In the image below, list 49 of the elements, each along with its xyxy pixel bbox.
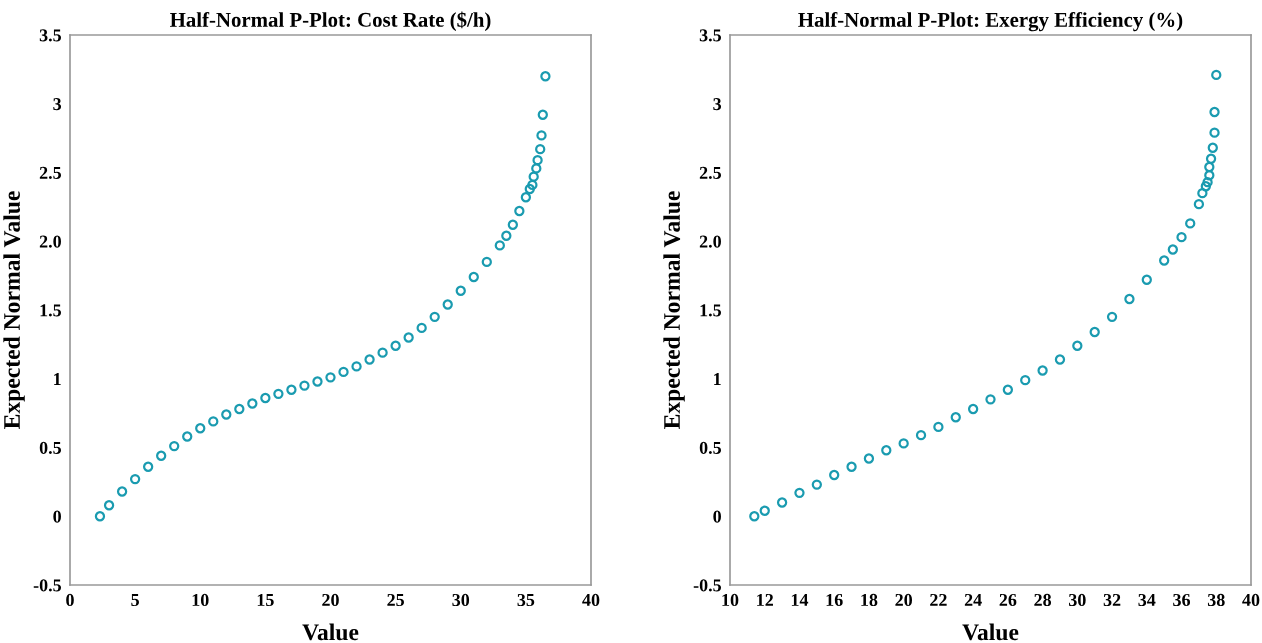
- x-tick-label: 30: [452, 593, 470, 607]
- y-tick-label: 2.5: [699, 166, 722, 180]
- y-tick-label: 0.5: [699, 441, 722, 455]
- x-tick-label: 34: [1138, 593, 1156, 607]
- x-tick-label: 20: [322, 593, 339, 607]
- y-tick-label: 3: [713, 98, 722, 111]
- x-tick-label: 18: [861, 593, 878, 607]
- x-tick-label: 26: [999, 593, 1017, 607]
- y-tick-label: 0: [713, 510, 721, 523]
- y-tick-label: 2.0: [39, 235, 61, 248]
- x-tick-label: 40: [582, 593, 600, 607]
- x-tick-label: 25: [387, 593, 404, 607]
- chart-title: Half-Normal P-Plot: Exergy Efficiency (%): [798, 12, 1183, 32]
- x-tick-label: 32: [1103, 593, 1121, 607]
- x-tick-label: 40: [1242, 593, 1260, 607]
- y-tick-label: 0: [53, 510, 61, 523]
- y-tick-label: 1: [54, 373, 61, 386]
- y-tick-label: 3.5: [39, 29, 62, 42]
- y-tick-label: 0.5: [39, 441, 62, 455]
- y-tick-label: 1.5: [700, 304, 722, 317]
- y-axis-title: Expected Normal Value: [663, 191, 685, 429]
- x-tick-label: 15: [257, 593, 274, 607]
- x-axis-title: Value: [302, 623, 359, 641]
- x-tick-label: 22: [930, 593, 947, 606]
- x-tick-label: 35: [517, 593, 535, 607]
- x-tick-label: 5: [131, 594, 139, 607]
- x-tick-label: 28: [1034, 593, 1052, 607]
- y-tick-label: 1: [714, 373, 721, 386]
- x-tick-label: 16: [826, 593, 843, 607]
- x-tick-label: 38: [1207, 593, 1225, 607]
- y-tick-label: 2.5: [39, 166, 62, 180]
- chart-title: Half-Normal P-Plot: Cost Rate ($/h): [170, 11, 491, 32]
- y-tick-label: 1.5: [40, 304, 62, 317]
- x-tick-label: 24: [964, 593, 982, 606]
- x-tick-label: 10: [722, 593, 739, 607]
- y-tick-label: 3: [53, 98, 62, 111]
- x-tick-label: 30: [1068, 593, 1086, 607]
- y-tick-label: 2.0: [699, 235, 721, 248]
- y-tick-label: -0.5: [33, 579, 62, 592]
- x-tick-label: 20: [895, 593, 913, 607]
- x-tick-label: 14: [791, 593, 809, 606]
- x-tick-label: 12: [757, 593, 773, 606]
- x-tick-label: 0: [66, 593, 74, 607]
- x-tick-label: 36: [1173, 593, 1191, 607]
- x-axis-title: Value: [962, 623, 1019, 641]
- y-tick-label: 3.5: [699, 29, 722, 42]
- y-axis-title: Expected Normal Value: [3, 191, 25, 429]
- y-tick-label: -0.5: [693, 579, 722, 592]
- x-tick-label: 10: [192, 593, 209, 607]
